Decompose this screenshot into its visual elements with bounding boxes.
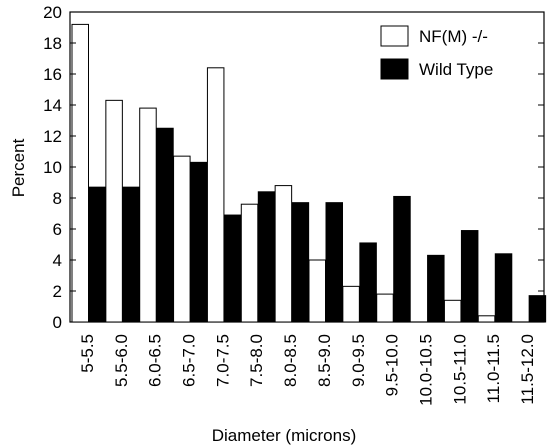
bar-nfm	[308, 259, 326, 323]
x-tick-label: 5.5-6.0	[112, 334, 131, 387]
bar-nfm	[240, 203, 259, 323]
y-tick-label: 6	[53, 220, 62, 239]
y-tick-label: 0	[53, 313, 62, 332]
y-axis-ticks: 0 2 4 6 8 10 12 14 16 18 20	[43, 3, 544, 332]
x-tick-label: 9.5-10.0	[383, 334, 402, 396]
x-tick-label: 6.0-6.5	[146, 334, 165, 387]
legend-label: NF(M) -/-	[419, 27, 488, 46]
bar-wild-type	[460, 230, 479, 323]
y-tick-label: 16	[43, 65, 62, 84]
bar-wild-type	[122, 186, 140, 323]
x-tick-label: 5-5.5	[78, 334, 97, 373]
bar-wild-type	[257, 191, 276, 323]
x-tick-label: 10.0-10.5	[417, 334, 436, 406]
bar-nfm	[443, 299, 462, 323]
x-tick-label: 8.5-9.0	[315, 334, 334, 387]
y-tick-label: 4	[53, 251, 62, 270]
y-tick-label: 20	[43, 3, 62, 22]
bar-wild-type	[223, 214, 242, 323]
bar-wild-type	[494, 253, 513, 323]
bar-nfm	[477, 315, 496, 323]
y-tick-label: 8	[53, 189, 62, 208]
y-tick-label: 12	[43, 127, 62, 146]
bar-wild-type	[359, 242, 377, 323]
bar-nfm	[173, 155, 191, 323]
bars	[71, 23, 547, 323]
bar-nfm	[139, 107, 157, 323]
x-tick-label: 11.5-12.0	[518, 334, 537, 405]
bar-nfm	[71, 23, 89, 323]
bar-nfm	[376, 293, 394, 323]
x-tick-label: 9.0-9.5	[349, 334, 368, 387]
x-tick-label: 7.5-8.0	[247, 334, 266, 387]
y-axis-title: Percent	[9, 138, 28, 197]
bar-wild-type	[393, 195, 411, 323]
bar-wild-type	[291, 202, 310, 323]
x-axis-title: Diameter (microns)	[212, 426, 357, 445]
x-tick-label: 10.5-11.0	[450, 334, 469, 405]
bar-nfm	[274, 185, 293, 323]
x-axis-ticks: 5-5.5 5.5-6.0 6.0-6.5 6.5-7.0 7.0-7.5 7.5-8.0…	[78, 316, 545, 406]
bar-wild-type	[156, 127, 174, 323]
y-tick-label: 14	[43, 96, 62, 115]
bar-wild-type	[190, 161, 208, 323]
bar-nfm	[105, 99, 123, 323]
legend: NF(M) -/- Wild Type	[380, 25, 493, 80]
legend-label: Wild Type	[419, 60, 493, 79]
bar-wild-type	[427, 254, 445, 323]
bar-wild-type	[528, 295, 547, 323]
x-tick-label: 7.0-7.5	[213, 334, 232, 387]
x-tick-label: 8.0-8.5	[281, 334, 300, 387]
x-tick-label: 11.0-11.5	[484, 334, 503, 403]
bar-wild-type	[325, 202, 343, 323]
y-tick-label: 10	[43, 158, 62, 177]
bar-nfm	[206, 67, 225, 323]
y-tick-label: 18	[43, 34, 62, 53]
legend-swatch-wild-type	[380, 58, 409, 80]
legend-swatch-nfm	[380, 25, 409, 47]
bar-nfm	[342, 285, 360, 323]
x-tick-label: 6.5-7.0	[180, 334, 199, 387]
bar-wild-type	[88, 186, 106, 323]
y-tick-label: 2	[53, 282, 62, 301]
